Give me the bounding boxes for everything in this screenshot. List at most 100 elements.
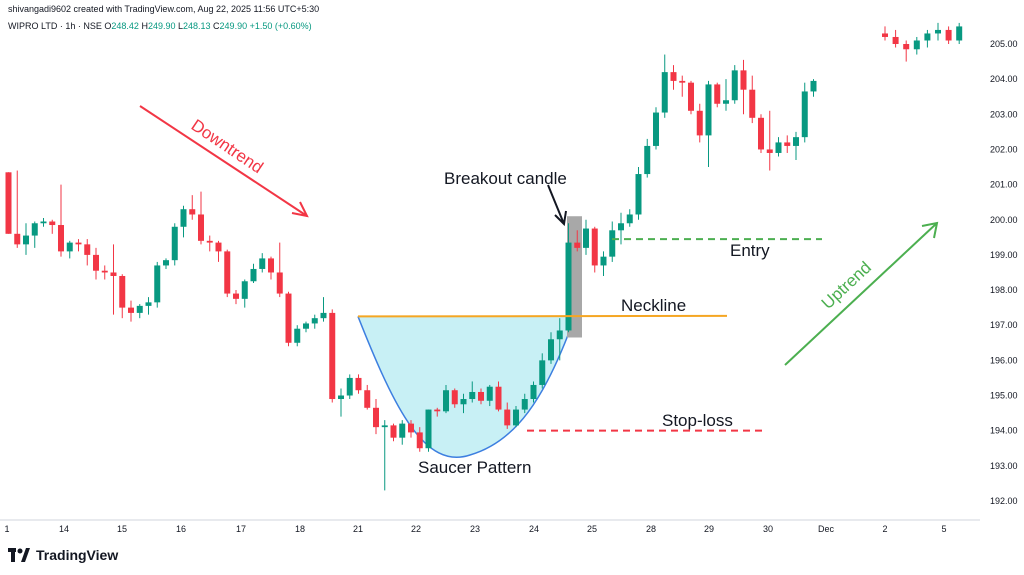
x-tick-label: 5 [941, 524, 946, 534]
high-label: H [141, 21, 148, 31]
candle-body [373, 407, 379, 428]
y-tick-label: 194.00 [990, 426, 1018, 436]
candle-body [924, 33, 931, 41]
candle-body [810, 80, 817, 92]
y-tick-label: 203.00 [990, 109, 1018, 119]
candle-body [381, 425, 388, 428]
x-tick-label: 18 [295, 524, 305, 534]
candle-body [530, 384, 537, 400]
candle-body [670, 72, 677, 81]
candle-body [460, 399, 467, 405]
uptrend-arrow-head [921, 221, 939, 239]
candle-body [119, 275, 126, 308]
open-label: O [104, 21, 112, 31]
candle-body [892, 36, 899, 44]
stoploss-label: Stop-loss [662, 411, 733, 430]
symbol-name: WIPRO LTD · 1h · NSE [8, 21, 102, 31]
y-tick-label: 205.00 [990, 39, 1018, 49]
y-tick-label: 197.00 [990, 320, 1018, 330]
candle-body [303, 323, 309, 329]
uptrend-label: Uptrend [818, 258, 875, 313]
candle-body [408, 423, 414, 433]
candle-body [425, 409, 432, 449]
x-tick-label: 2 [882, 524, 887, 534]
candle-body [626, 214, 633, 224]
saucer-label: Saucer Pattern [418, 458, 531, 477]
candle-body [723, 100, 729, 104]
candle-body [469, 391, 476, 400]
open-value: 248.42 [111, 21, 139, 31]
candle-body [259, 258, 266, 269]
tradingview-logo: TradingView [8, 547, 118, 563]
low-value: 248.13 [183, 21, 211, 31]
candle-body [180, 209, 187, 227]
entry-label: Entry [730, 241, 770, 260]
candle-body [136, 305, 143, 313]
candle-body [451, 390, 458, 405]
candle-body [93, 254, 99, 271]
candle-body [145, 302, 152, 306]
candle-body [521, 399, 528, 410]
x-tick-label: 29 [704, 524, 714, 534]
candle-body [539, 360, 546, 385]
candle-body [58, 225, 64, 252]
neckline-line [357, 314, 728, 318]
candle-body [320, 312, 327, 319]
candle-body [443, 390, 449, 412]
candle-body [294, 328, 301, 343]
uptrend-arrow [784, 222, 938, 366]
candle-body [189, 209, 196, 215]
candle-body [653, 112, 659, 146]
close-label: C [213, 21, 220, 31]
x-tick-label: 15 [117, 524, 127, 534]
x-tick-label: 30 [763, 524, 773, 534]
x-tick-label: 21 [353, 524, 363, 534]
x-tick-label: 24 [529, 524, 539, 534]
candle-body [241, 281, 248, 299]
neckline-label: Neckline [621, 296, 686, 315]
candle-body [705, 84, 712, 136]
candles-group [5, 22, 963, 491]
x-tick-label: 28 [646, 524, 656, 534]
candle-body [548, 339, 554, 361]
candle-body [903, 44, 910, 50]
y-tick-label: 202.00 [990, 144, 1018, 154]
symbol-line: WIPRO LTD · 1h · NSE O248.42 H249.90 L24… [8, 21, 312, 31]
candle-body [49, 221, 56, 226]
candle-body [355, 377, 362, 391]
close-value: 249.90 [219, 21, 248, 31]
candle-body [801, 91, 808, 138]
candle-body [198, 214, 204, 241]
y-tick-label: 199.00 [990, 250, 1018, 260]
candle-body [688, 82, 694, 111]
candle-body [224, 251, 231, 294]
candle-body [416, 432, 423, 449]
candle-body [14, 233, 21, 245]
x-tick-label: 17 [236, 524, 246, 534]
x-tick-label: 1 [4, 524, 9, 534]
candle-body [163, 260, 169, 266]
y-tick-label: 200.00 [990, 215, 1018, 225]
candle-body [154, 265, 161, 303]
candle-body [206, 240, 213, 243]
candle-body [600, 256, 607, 266]
candle-body [311, 318, 318, 324]
candle-body [486, 386, 493, 401]
candle-body [793, 137, 799, 146]
candle-body [31, 223, 38, 236]
breakout-pointer-arrow [547, 184, 565, 225]
candle-body [399, 423, 406, 438]
candle-body [556, 330, 563, 340]
y-tick-label: 201.00 [990, 180, 1018, 190]
candle-body [250, 268, 257, 282]
x-axis: 1 14 15 16 17 18 21 22 23 24 25 28 29 30 Dec 2 5 [4, 524, 946, 534]
y-tick-label: 196.00 [990, 355, 1018, 365]
candle-body [591, 228, 598, 266]
candle-body [565, 242, 572, 331]
candle-body [882, 33, 888, 37]
candle-body [338, 395, 344, 400]
x-tick-label: 25 [587, 524, 597, 534]
candle-body [268, 258, 274, 273]
tradingview-logo-icon [8, 548, 30, 562]
